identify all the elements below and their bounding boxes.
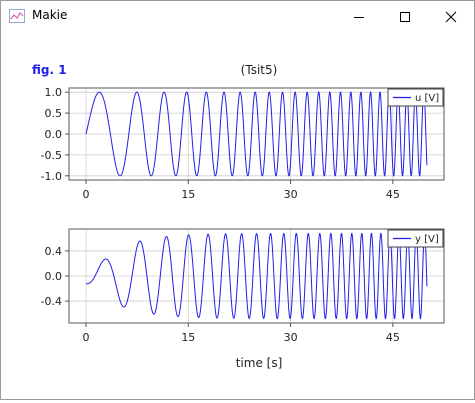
title-bar[interactable]: Makie (1, 1, 474, 32)
y-tick-label: -0.4 (41, 295, 62, 308)
x-tick-label: 0 (83, 188, 90, 201)
window-title: Makie (32, 8, 68, 22)
y-tick-label: 0.0 (45, 128, 63, 141)
y-tick-label: -1.0 (41, 170, 62, 183)
y-tick-label: -0.5 (41, 149, 62, 162)
plot-frame (68, 228, 445, 324)
x-tick-label: 0 (83, 331, 90, 344)
close-icon (445, 11, 457, 22)
figure-canvas[interactable]: fig. 1 (Tsit5) -1.0 -0.5 0.0 0.5 1.0 0 15 30 45 u… (1, 32, 474, 399)
x-tick-label: 15 (181, 331, 195, 344)
x-tick-label: 45 (386, 331, 400, 344)
x-tick-label: 30 (284, 188, 298, 201)
minimize-icon (354, 16, 364, 18)
figure-svg: fig. 1 (Tsit5) -1.0 -0.5 0.0 0.5 1.0 0 15 30 45 u… (32, 63, 445, 370)
x-tick-label: 45 (386, 188, 400, 201)
figure-label: fig. 1 (32, 63, 67, 77)
makie-icon (9, 9, 25, 23)
maximize-icon (400, 11, 410, 22)
x-tick-label: 15 (181, 188, 195, 201)
legend-label: y [V] (415, 234, 439, 245)
x-tick-label: 30 (284, 331, 298, 344)
close-button[interactable] (428, 1, 474, 32)
series-line-2 (85, 232, 428, 320)
y-tick-label: 0.0 (45, 270, 63, 283)
plots-layer: -1.0 -0.5 0.0 0.5 1.0 0 15 30 45 u [V] -0.4 0.0 0.4 0… (41, 86, 445, 344)
y-tick-label: 1.0 (45, 86, 63, 99)
legend-box (387, 88, 444, 107)
legend-label: u [V] (415, 93, 439, 104)
series-line-1 (85, 91, 428, 177)
maximize-button[interactable] (382, 1, 428, 32)
x-axis-label: time [s] (236, 356, 283, 370)
minimize-button[interactable] (336, 1, 382, 32)
plot-frame (68, 87, 445, 181)
figure-title: (Tsit5) (241, 63, 278, 77)
legend-box (387, 229, 444, 248)
y-tick-label: 0.4 (45, 245, 63, 258)
y-tick-label: 0.5 (45, 107, 63, 120)
